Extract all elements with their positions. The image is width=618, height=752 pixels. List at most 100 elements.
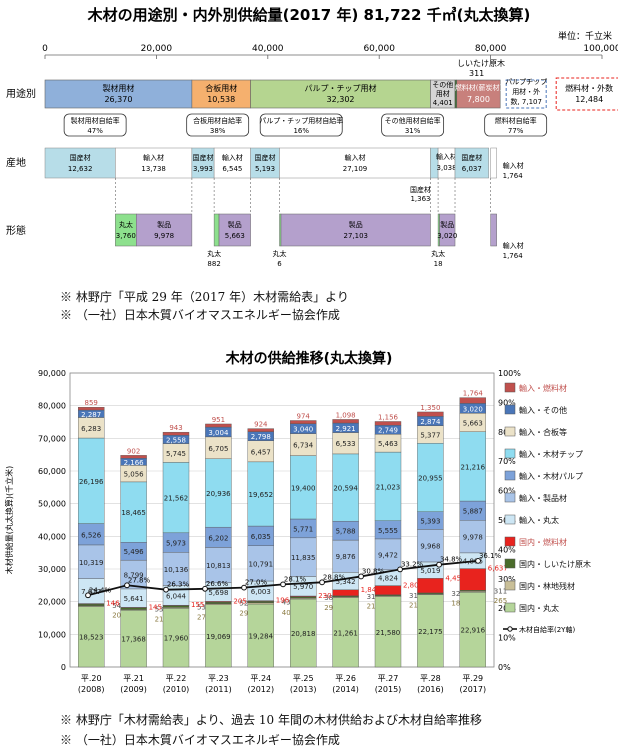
segment-value-label: 10,319 xyxy=(79,559,104,567)
top-x-tick-label: 40,000 xyxy=(252,44,284,54)
form-logs-value: 18 xyxy=(434,260,443,268)
self-sufficiency-label: 26.3% xyxy=(167,581,190,589)
ratio-callout xyxy=(186,113,250,137)
segment-value-label: 548 xyxy=(112,602,125,610)
y-axis-label: 木材供給量(丸太換算)(千立米) xyxy=(4,466,14,574)
usage-outer-box xyxy=(555,77,618,111)
segment-value-label: 5,698 xyxy=(208,589,228,597)
legend-swatch xyxy=(504,426,516,437)
segment-value-label: 10,813 xyxy=(206,562,231,570)
segment-value-label: 4,458 xyxy=(445,574,465,582)
stack-segment xyxy=(290,598,317,668)
top-note-2: ※ （一社）日本木質バイオマスエネルギー協会作成 xyxy=(60,308,340,322)
x-tick-label: (2011) xyxy=(205,685,232,694)
self-sufficiency-label: 33.2% xyxy=(401,560,424,568)
y2-tick-label: 60% xyxy=(498,487,516,496)
origin-bar-segment xyxy=(213,147,251,179)
y-tick-label: 30,000 xyxy=(38,565,66,574)
ratio-callout-label: 合板用材自給率 xyxy=(193,116,242,125)
segment-value-label: 5,887 xyxy=(463,508,483,516)
plot-frame xyxy=(69,372,495,668)
segment-value-label: 2,806 xyxy=(403,582,424,590)
stack-segment xyxy=(162,462,190,534)
segment-value-label: 9,968 xyxy=(420,543,440,551)
segment-value-label: 5,555 xyxy=(378,527,398,535)
y-tick-label: 10,000 xyxy=(38,630,66,639)
segment-value-label: 10,791 xyxy=(249,560,274,568)
self-sufficiency-point xyxy=(85,592,91,599)
origin-segment-name: 輸入材 xyxy=(143,153,164,162)
segment-value-label: 2,798 xyxy=(251,433,271,441)
ratio-callout xyxy=(484,113,548,137)
stack-segment xyxy=(374,451,402,521)
ratio-callout xyxy=(259,113,343,137)
top-x-tick-label: 80,000 xyxy=(475,44,507,54)
stack-segment xyxy=(417,529,444,563)
self-sufficiency-point xyxy=(124,582,130,589)
segment-value-label: 859 xyxy=(85,399,98,407)
usage-outer-name: 用材・外 xyxy=(512,87,540,96)
origin-segment-value: 1,764 xyxy=(503,172,524,180)
segment-value-label: 3,040 xyxy=(293,426,313,434)
stack-segment xyxy=(77,544,105,579)
usage-segment-name: パルプ・チップ用材 xyxy=(305,83,377,93)
origin-bar-segment xyxy=(191,147,215,179)
origin-segment-name: 国産材 xyxy=(193,153,214,162)
segment-value-label: 6,044 xyxy=(166,592,187,600)
usage-outer-box xyxy=(505,79,547,109)
segment-value-label: 20,818 xyxy=(291,630,316,638)
segment-value-label: 6,705 xyxy=(208,445,228,453)
ratio-callout-value: 31% xyxy=(405,127,421,135)
segment-value-label: 5,641 xyxy=(124,595,144,603)
form-product-name: 製品 xyxy=(228,220,242,229)
segment-value-label: 10,136 xyxy=(164,566,189,574)
self-sufficiency-label: 36.1% xyxy=(479,552,502,560)
legend-label: 国内・しいたけ原木 xyxy=(519,559,591,569)
y-tick-label: 40,000 xyxy=(38,532,66,541)
stack-segment xyxy=(459,520,486,554)
legend-swatch xyxy=(504,514,516,525)
stack-segment xyxy=(332,589,359,597)
legend-label: 輸入・木材チップ xyxy=(519,449,583,459)
usage-segment-value: 26,370 xyxy=(104,95,132,104)
segment-value-label: 1,350 xyxy=(420,404,440,412)
legend-swatch xyxy=(504,382,516,393)
origin-segment-value: 6,545 xyxy=(222,165,242,173)
segment-value-label: 2,749 xyxy=(378,427,398,435)
form-product-value: 27,103 xyxy=(344,232,369,240)
segment-value-label: 26,196 xyxy=(79,478,104,486)
segment-value-label: 217 xyxy=(409,602,422,610)
form-product-name: 製品 xyxy=(440,220,454,229)
stack-segment xyxy=(205,604,232,668)
y-tick-label: 0 xyxy=(61,663,66,672)
stack-segment xyxy=(77,437,105,524)
self-sufficiency-point xyxy=(358,573,364,580)
segment-value-label: 18,465 xyxy=(121,509,146,517)
usage-bar-segment xyxy=(191,79,251,109)
legend-label: 輸入・燃料材 xyxy=(519,383,567,393)
legend-label: 輸入・木材パルプ xyxy=(519,471,583,481)
form-logs-segment xyxy=(213,213,220,247)
legend-label: 国内・丸太 xyxy=(519,603,559,613)
segment-value-label: 2,558 xyxy=(166,436,186,444)
segment-value-label: 1,156 xyxy=(378,413,399,421)
segment-value-label: 6,035 xyxy=(251,533,271,541)
stack-segment xyxy=(162,552,190,586)
segment-value-label: 6,457 xyxy=(251,448,271,456)
form-product-segment xyxy=(136,213,193,247)
form-product-segment xyxy=(439,213,456,247)
x-tick-label: 平.21 xyxy=(123,674,144,683)
usage-bar-segment xyxy=(44,79,193,109)
segment-value-label: 20,955 xyxy=(418,475,443,483)
segment-value-label: 2,287 xyxy=(81,411,101,419)
segment-value-label: 6,734 xyxy=(293,442,314,450)
segment-value-label: 9,876 xyxy=(336,553,357,561)
stack-segment xyxy=(77,606,105,668)
segment-value-label: 2,166 xyxy=(124,459,145,467)
usage-segment-name: 燃料材(薪炭材) xyxy=(455,83,503,92)
usage-segment-value: 10,538 xyxy=(207,95,235,104)
self-sufficiency-label: 28.8% xyxy=(323,573,346,581)
origin-segment-name: 国産材 xyxy=(70,153,91,162)
origin-bar-segment xyxy=(44,147,116,179)
stack-segment xyxy=(205,423,232,428)
